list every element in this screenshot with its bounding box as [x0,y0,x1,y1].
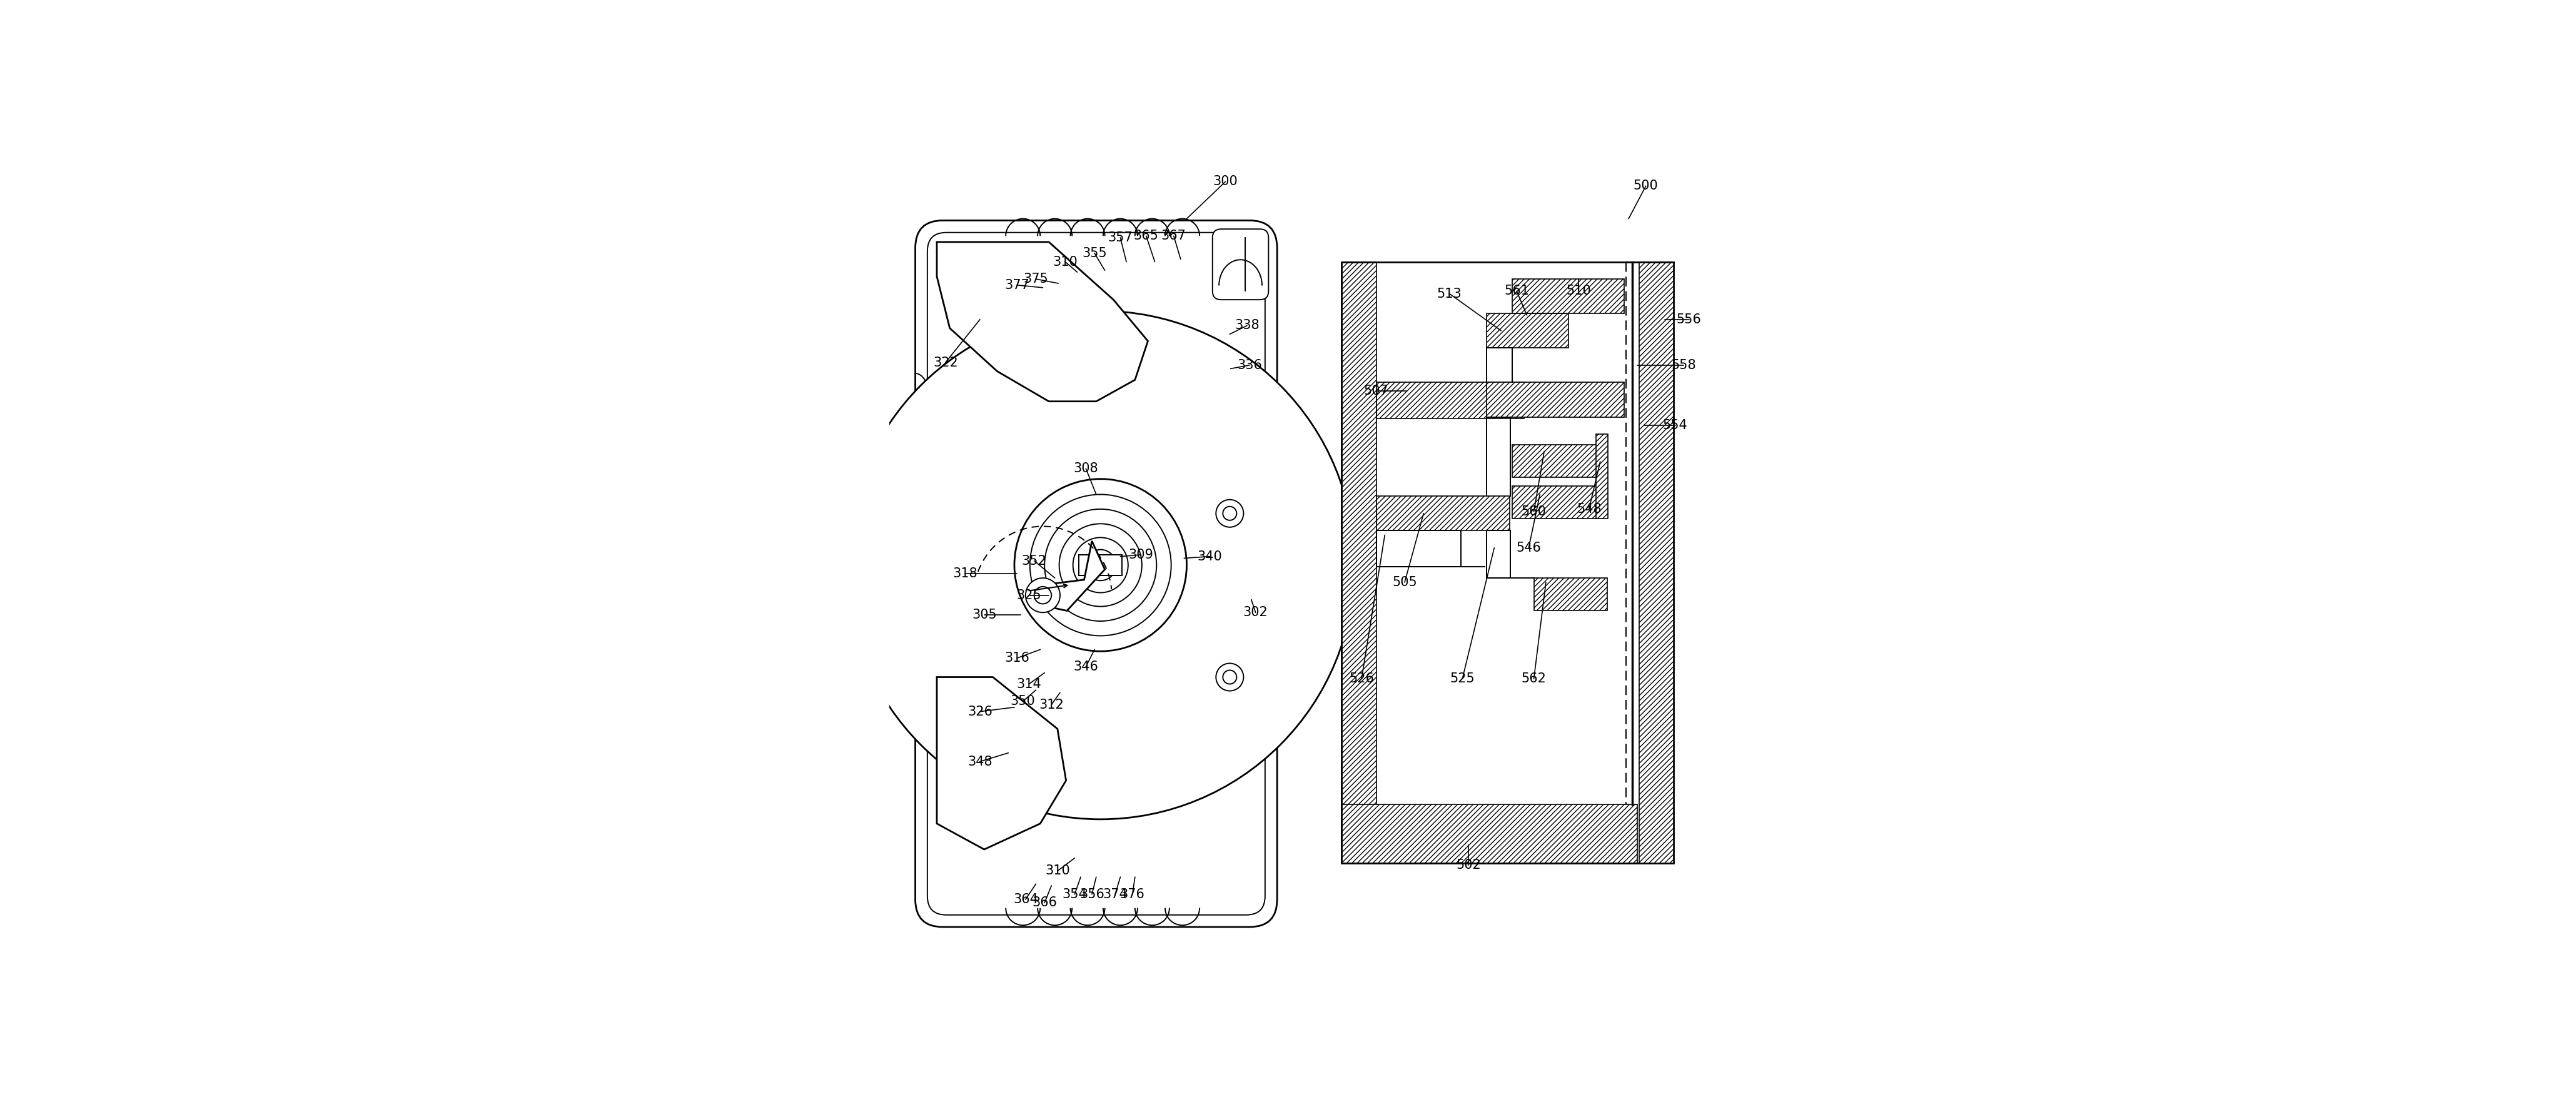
Circle shape [1216,664,1244,690]
Text: 546: 546 [1517,542,1540,554]
Text: 513: 513 [1437,288,1461,300]
Text: 340: 340 [1198,551,1224,563]
Text: 554: 554 [1662,420,1687,432]
Text: 309: 309 [1128,548,1154,561]
Text: 338: 338 [1234,319,1260,332]
Circle shape [1025,579,1061,612]
Text: 322: 322 [933,356,958,369]
Text: 325: 325 [1018,589,1041,602]
Text: 312: 312 [1038,698,1064,711]
Bar [1342,805,1638,863]
Text: 562: 562 [1522,673,1546,685]
Text: 365: 365 [1133,229,1159,242]
Bar [1486,383,1625,417]
Text: 561: 561 [1504,285,1530,298]
Bar [1512,486,1597,518]
Text: 500: 500 [1633,180,1659,192]
Text: 525: 525 [1450,673,1476,685]
Text: 348: 348 [969,755,992,768]
Text: 350: 350 [1010,695,1036,707]
Bar [1079,555,1123,575]
Text: 310: 310 [1046,865,1069,877]
Circle shape [1059,524,1141,606]
Circle shape [1216,499,1244,527]
Circle shape [848,311,1355,819]
Text: 374: 374 [1103,888,1128,901]
Text: 314: 314 [1018,678,1041,690]
Text: 357: 357 [1108,232,1133,244]
Text: 355: 355 [1082,247,1108,260]
Polygon shape [938,677,1066,849]
Circle shape [1043,509,1157,621]
Text: 310: 310 [1054,255,1077,269]
Text: 336: 336 [1236,359,1262,372]
Text: 556: 556 [1677,313,1700,326]
Circle shape [1015,479,1188,651]
Circle shape [1095,558,1108,572]
Bar [1486,313,1569,348]
Text: 510: 510 [1566,285,1592,298]
Text: 318: 318 [953,567,979,580]
Text: 548: 548 [1577,502,1602,516]
FancyBboxPatch shape [914,220,1278,927]
Text: 346: 346 [1074,660,1097,673]
Text: 377: 377 [1005,279,1030,291]
Circle shape [1033,586,1051,604]
Text: 364: 364 [1012,893,1038,905]
Circle shape [1224,670,1236,684]
Text: 560: 560 [1522,506,1546,518]
Text: 502: 502 [1455,858,1481,872]
Text: 302: 302 [1244,606,1267,619]
Circle shape [1030,495,1172,636]
FancyBboxPatch shape [927,233,1265,915]
Polygon shape [938,242,1149,402]
Text: 316: 316 [1005,652,1030,665]
Bar [1376,496,1510,530]
Bar [1512,444,1597,477]
Bar [1638,262,1674,863]
Bar [1376,383,1525,419]
Text: 326: 326 [969,705,992,717]
Polygon shape [1043,540,1105,611]
Bar [1342,262,1674,863]
Bar [1533,579,1607,611]
Text: 300: 300 [1213,176,1239,188]
Bar [1376,530,1461,567]
Text: 505: 505 [1391,576,1417,589]
Circle shape [1084,549,1115,581]
Text: 376: 376 [1121,888,1144,901]
Bar [1486,530,1510,579]
Text: 352: 352 [1023,555,1046,567]
Text: 354: 354 [1061,888,1087,901]
Text: 367: 367 [1162,229,1185,242]
Text: 507: 507 [1363,385,1388,397]
Bar [1342,262,1376,863]
Text: 356: 356 [1079,888,1105,901]
Text: 526: 526 [1350,673,1373,685]
Text: 375: 375 [1023,273,1048,285]
Text: 366: 366 [1033,896,1056,909]
Text: 305: 305 [971,609,997,621]
FancyBboxPatch shape [1213,229,1267,300]
Circle shape [1074,537,1128,593]
Bar [1512,279,1625,313]
Text: 308: 308 [1074,462,1097,474]
Circle shape [1224,507,1236,520]
Bar [1597,434,1607,518]
Text: 558: 558 [1672,359,1695,372]
